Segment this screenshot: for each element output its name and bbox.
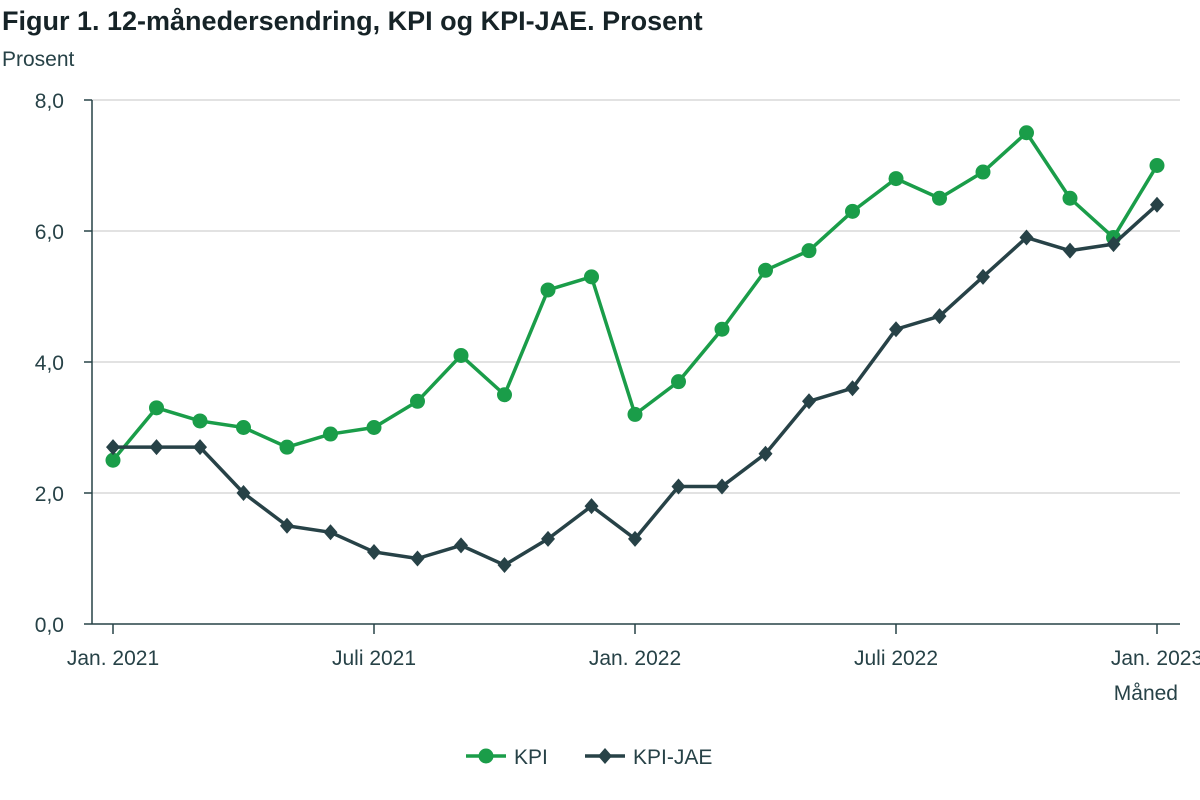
data-point-kpi-jae	[1150, 196, 1164, 213]
data-point-kpi	[671, 374, 686, 390]
data-point-kpi-jae	[715, 478, 729, 495]
data-point-kpi	[279, 439, 295, 455]
data-point-kpi	[149, 400, 164, 416]
chart-title: Figur 1. 12-månedersendring, KPI og KPI-…	[2, 6, 703, 36]
data-point-kpi-jae	[280, 517, 294, 534]
data-point-kpi	[236, 420, 251, 435]
series-line-kpi-jae	[113, 203, 1159, 567]
y-axis-label: Prosent	[2, 48, 75, 71]
data-point-kpi	[105, 452, 121, 468]
data-point-kpi-jae	[1019, 229, 1034, 246]
data-point-kpi-jae	[193, 439, 207, 456]
data-point-kpi	[584, 269, 599, 285]
y-tick-label: 4,0	[35, 352, 64, 375]
data-point-kpi-jae	[628, 530, 642, 547]
data-point-kpi	[540, 282, 556, 298]
legend-label-kpi-jae: KPI-JAE	[633, 746, 712, 769]
data-point-kpi-jae	[976, 268, 990, 285]
data-point-kpi-jae	[758, 445, 773, 462]
data-point-kpi-jae	[497, 557, 512, 574]
data-point-kpi	[410, 393, 425, 409]
data-point-kpi-jae	[106, 439, 120, 456]
data-point-kpi-jae	[367, 543, 381, 560]
legend-marker-kpi	[478, 748, 494, 764]
data-point-kpi	[975, 164, 991, 180]
x-tick-label: Juli 2022	[854, 647, 938, 670]
data-point-kpi	[192, 413, 208, 429]
x-tick-label: Jan. 2022	[589, 647, 681, 670]
data-point-kpi	[627, 406, 643, 422]
data-point-kpi-jae	[671, 478, 686, 495]
x-tick-label: Juli 2021	[332, 647, 416, 670]
data-point-kpi	[323, 426, 338, 442]
data-point-kpi	[1149, 158, 1165, 173]
data-point-kpi-jae	[323, 524, 338, 541]
data-point-kpi	[888, 171, 904, 187]
y-tick-label: 0,0	[35, 614, 64, 637]
x-tick-label: Jan. 2023	[1111, 647, 1200, 670]
data-point-kpi-jae	[410, 550, 425, 567]
legend-label-kpi: KPI	[514, 746, 548, 769]
data-point-kpi-jae	[889, 321, 903, 338]
data-point-kpi	[714, 321, 730, 337]
data-point-kpi-jae	[541, 530, 555, 547]
x-axis-label: Måned	[1114, 682, 1178, 705]
data-point-kpi-jae	[845, 380, 860, 397]
data-point-kpi-jae	[1106, 236, 1121, 253]
data-point-kpi	[453, 347, 469, 363]
y-tick-label: 2,0	[35, 483, 64, 506]
data-point-kpi	[366, 420, 382, 435]
x-tick-label: Jan. 2021	[67, 647, 159, 670]
data-point-kpi	[801, 243, 817, 259]
data-point-kpi	[1019, 125, 1034, 141]
data-point-kpi-jae	[1063, 242, 1077, 259]
data-point-kpi-jae	[149, 439, 164, 456]
data-point-kpi	[1062, 190, 1078, 206]
legend-marker-kpi-jae	[598, 748, 612, 764]
data-point-kpi-jae	[236, 485, 251, 501]
data-point-kpi-jae	[802, 393, 816, 410]
data-point-kpi-jae	[584, 498, 599, 515]
y-tick-label: 6,0	[35, 221, 64, 244]
data-point-kpi	[845, 203, 860, 219]
data-point-kpi	[932, 190, 947, 206]
data-point-kpi-jae	[932, 308, 947, 325]
data-point-kpi	[758, 262, 773, 278]
y-tick-label: 8,0	[35, 90, 64, 113]
data-point-kpi	[497, 387, 512, 403]
data-point-kpi-jae	[454, 537, 468, 554]
